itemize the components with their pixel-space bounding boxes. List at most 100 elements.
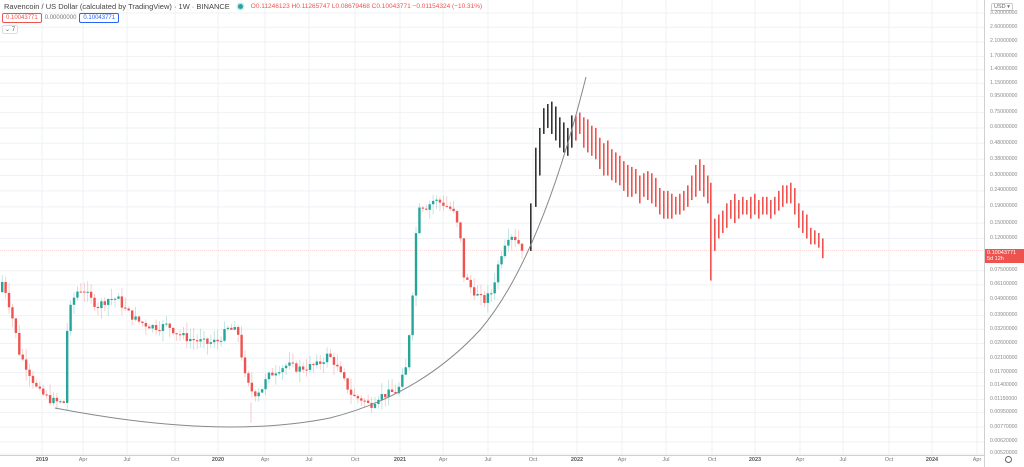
candle-body [332,357,336,365]
projection-bar [583,117,585,148]
price-axis-label: 1.70000000 [990,52,1018,59]
projection-bar [738,200,740,219]
price-axis-label: 0.04900000 [990,296,1018,303]
candle-body [192,339,195,341]
candle-body [336,364,339,367]
time-axis-label: Oct [350,457,360,463]
projection-bar [754,193,756,215]
price-axis-label: 0.15000000 [990,219,1018,226]
highlight-bar [530,203,532,251]
candle-body [428,204,431,210]
projection-bar [814,230,816,245]
candle-body [401,374,404,387]
time-axis-label: Apr [795,457,805,463]
projection-bar [623,161,625,191]
price-axis-label: 0.03200000 [990,325,1018,332]
candle-body [107,299,110,305]
price-axis-label: 0.95000000 [990,92,1018,99]
candle-body [257,392,260,397]
projection-bar [746,200,748,215]
projection-bar [595,127,597,160]
collapse-indicators-button[interactable]: ⌄ 7 [2,25,19,34]
price-axis-label: 0.01150000 [990,395,1018,402]
projection-bar [607,140,609,176]
candle-body [79,291,83,293]
candle-body [322,362,325,364]
candle-body [89,291,93,298]
candle-body [185,333,189,342]
sell-price-button[interactable]: 0.10043771 [2,13,42,23]
highlight-bar [571,115,573,148]
candle-body [35,382,38,387]
time-axis-label: Apr [972,457,982,463]
candle-body [278,372,281,374]
candle-body [100,301,103,309]
candle-body [161,324,165,331]
time-axis-label: 2020 [211,457,225,463]
candle-body [442,202,445,206]
price-axis-label: 1.40000000 [990,66,1018,73]
candle-body [83,291,86,293]
current-price-tag: 0.10043771 5d 12h [985,249,1024,263]
time-axis-label: 2023 [748,457,762,463]
candle-body [216,339,219,342]
candle-body [127,308,130,311]
time-axis-label: Jul [839,457,847,463]
currency-selector[interactable]: USD ▾ [991,3,1013,11]
candle-body [514,236,517,241]
candle-body [213,339,216,343]
candle-body [113,298,117,300]
candle-body [455,211,459,223]
candle-body [500,256,503,265]
highlight-bar [535,147,537,207]
time-axis-label: Apr [260,457,270,463]
candle-body [175,333,178,335]
projection-bar [687,185,689,207]
projection-bar [671,193,673,219]
price-axis-label: 0.01400000 [990,382,1018,389]
candle-body [137,316,141,322]
symbol-title[interactable]: Ravencoin / US Dollar (calculated by Tra… [4,2,230,11]
candle-body [247,373,250,383]
candle-body [124,307,127,309]
time-axis-label: Jul [484,457,492,463]
projection-bar [734,193,736,224]
highlight-bar [559,117,561,148]
candle-body [308,364,312,370]
projection-bar [619,155,621,186]
time-axis-label: Jul [662,457,670,463]
price-axis-label: 0.24000000 [990,187,1018,194]
candle-body [373,403,377,408]
time-axis-label: Oct [707,457,717,463]
candle-body [189,339,192,342]
candle-body [329,353,332,358]
candle-body [240,334,243,358]
projection-bar [699,159,701,191]
chart-settings-gear-icon[interactable] [1005,456,1012,463]
candle-body [59,401,62,403]
projection-bar [714,218,716,251]
candle-body [69,304,72,331]
candle-body [206,338,209,344]
candle-body [349,389,353,395]
candle-body [45,394,48,396]
projection-bar [750,196,752,219]
candle-body [346,378,349,390]
buy-price-button[interactable]: 0.10043771 [79,13,120,23]
candle-body [469,279,472,288]
price-axis-label: 3.20000000 [990,9,1018,16]
projection-bar [798,203,800,228]
parabolic-curve-drawing[interactable] [54,76,587,428]
candle-body [254,391,257,397]
candle-body [110,298,113,300]
candle-body [305,369,308,371]
projection-bar [802,210,804,233]
candle-body [507,239,510,246]
projection-bar [591,125,593,156]
highlight-bar [543,108,545,134]
candle-body [449,206,452,209]
candle-body [510,236,513,240]
candle-body [407,335,411,368]
candle-body [48,395,52,404]
